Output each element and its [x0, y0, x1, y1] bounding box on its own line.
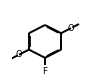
Text: O: O: [68, 24, 74, 33]
Text: O: O: [16, 50, 22, 59]
Text: F: F: [42, 67, 48, 76]
